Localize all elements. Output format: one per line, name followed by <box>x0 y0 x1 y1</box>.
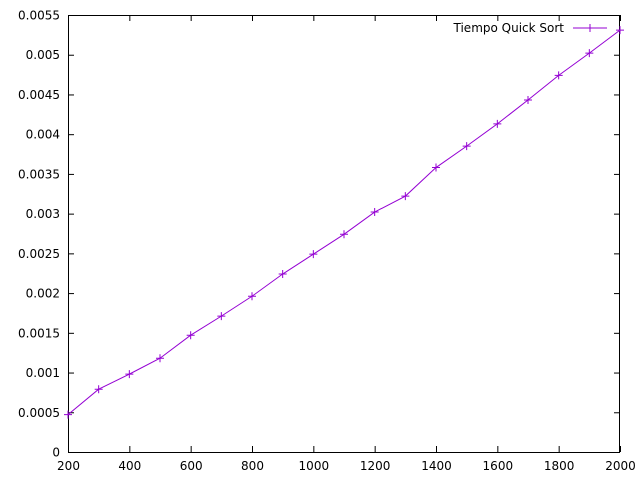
x-tick-label: 800 <box>241 459 264 473</box>
y-tick-label: 0.0025 <box>18 247 60 261</box>
y-tick-label: 0.0055 <box>18 9 60 23</box>
y-tick-label: 0.0045 <box>18 88 60 102</box>
x-tick-label: 1200 <box>360 459 391 473</box>
data-point-marker <box>125 370 134 379</box>
data-point-marker <box>340 230 348 239</box>
x-tick-label: 1800 <box>544 459 575 473</box>
data-point-marker <box>554 71 563 80</box>
data-point-marker <box>524 96 532 105</box>
data-point-marker <box>462 142 471 151</box>
data-point-marker <box>217 312 226 321</box>
x-tick-label: 1600 <box>483 459 514 473</box>
plot-frame <box>68 15 620 453</box>
data-point-marker <box>493 119 502 128</box>
y-axis: 0 0.0005 0.001 0.0015 0.002 0.0025 0.003 0.0035… <box>18 9 620 460</box>
data-point-marker <box>616 26 624 35</box>
data-point-marker <box>309 250 318 259</box>
y-tick-label: 0.0005 <box>18 406 60 420</box>
data-point-marker <box>186 331 195 340</box>
y-tick-label: 0.005 <box>26 48 60 62</box>
legend-label: Tiempo Quick Sort <box>453 21 565 35</box>
data-point-marker <box>278 270 287 279</box>
data-point-marker <box>432 163 440 172</box>
data-point-marker <box>64 410 72 419</box>
data-point-marker <box>370 208 379 217</box>
data-point-marker <box>94 385 103 394</box>
series-line <box>67 29 621 416</box>
x-tick-label: 1400 <box>421 459 452 473</box>
legend: Tiempo Quick Sort <box>453 21 607 35</box>
y-tick-label: 0.004 <box>26 128 60 142</box>
y-tick-label: 0 <box>52 446 60 460</box>
y-tick-label: 0.001 <box>26 366 60 380</box>
x-tick-label: 600 <box>180 459 203 473</box>
legend-marker-plus <box>586 24 594 32</box>
x-tick-label: 2000 <box>605 459 636 473</box>
data-point-marker <box>585 49 594 58</box>
data-point-marker <box>156 354 164 363</box>
y-tick-label: 0.003 <box>26 207 60 221</box>
legend-marker <box>586 24 594 32</box>
x-axis: 200 400 600 800 1000 1200 1400 1600 1800 2000 <box>57 15 636 473</box>
x-tick-label: 400 <box>118 459 141 473</box>
y-tick-label: 0.002 <box>26 287 60 301</box>
data-point-marker <box>401 192 410 201</box>
x-tick-label: 1000 <box>299 459 330 473</box>
x-tick-label: 200 <box>57 459 80 473</box>
y-tick-label: 0.0035 <box>18 167 60 181</box>
y-tick-label: 0.0015 <box>18 326 60 340</box>
data-point-marker <box>248 292 256 301</box>
series-layer <box>64 26 624 419</box>
